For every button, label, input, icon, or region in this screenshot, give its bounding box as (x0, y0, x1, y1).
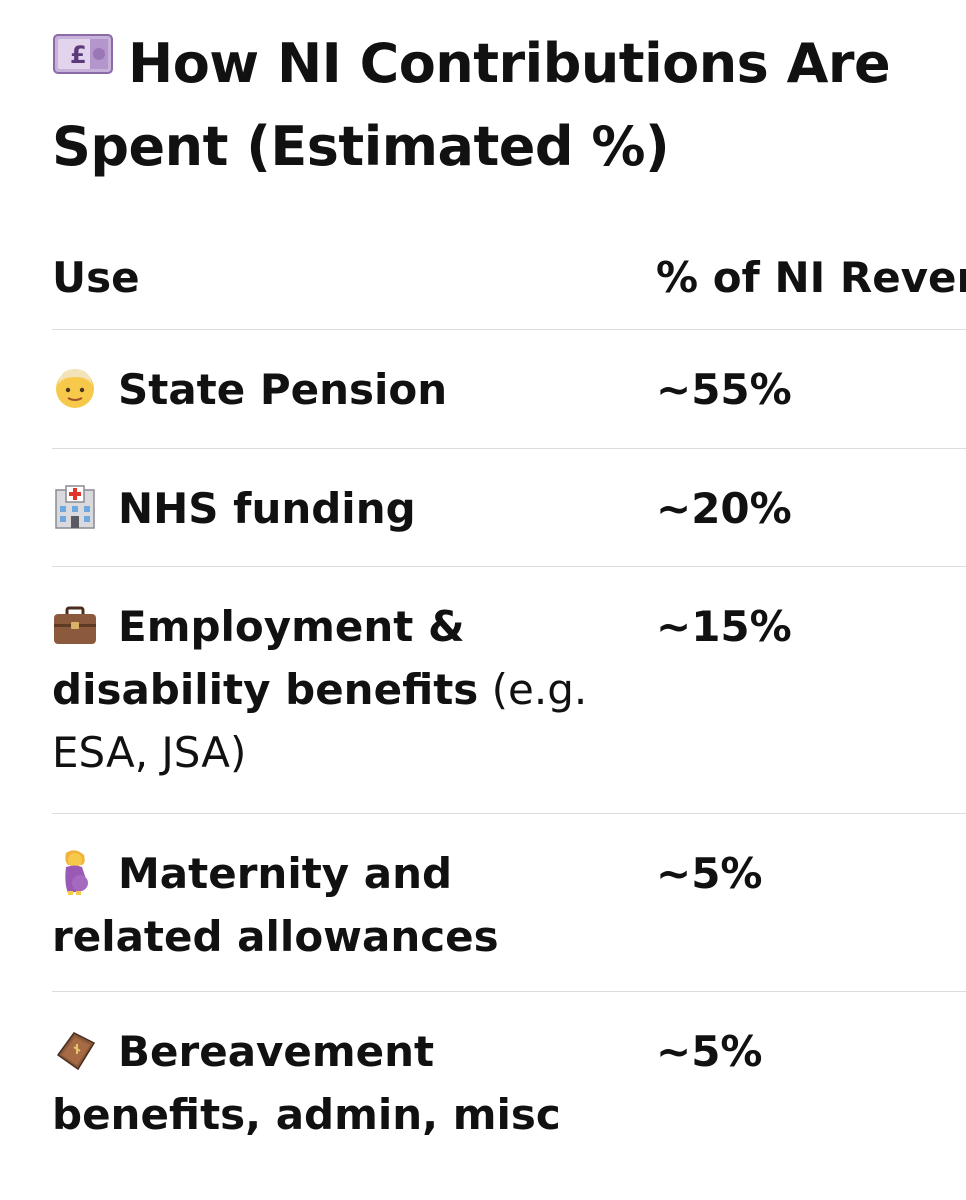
row-label: NHS funding (118, 484, 416, 533)
row-percent: ~15% (656, 602, 792, 651)
row-percent: ~20% (656, 484, 792, 533)
banknote-pound-icon: £ (52, 21, 114, 101)
table-row: Bereavement benefits, admin, misc ~5% (52, 991, 966, 1171)
spending-table: Use % of NI Revenue State Pension ~55% (52, 230, 966, 1171)
table-header-row: Use % of NI Revenue (52, 230, 966, 330)
table-row: State Pension ~55% (52, 330, 966, 448)
row-use-cell: Maternity and related allowances (52, 842, 622, 968)
table-row: Employment & disability benefits (e.g. E… (52, 566, 966, 813)
row-label: Bereavement benefits, admin, misc (52, 1027, 561, 1139)
header-percent: % of NI Revenue (656, 253, 966, 302)
row-note: (e.g. ESA, JSA) (52, 665, 588, 777)
row-use-cell: State Pension (52, 358, 622, 421)
svg-text:£: £ (70, 41, 86, 69)
coffin-icon (52, 1027, 98, 1073)
table-row: Maternity and related allowances ~5% (52, 813, 966, 991)
page-title-text: How NI Contributions Are Spent (Estimate… (52, 32, 891, 179)
row-percent: ~5% (656, 1027, 763, 1076)
hospital-icon (52, 484, 98, 530)
page-title: £ How NI Contributions Are Spent (Estima… (52, 24, 942, 187)
older-person-icon (52, 365, 98, 411)
pregnant-woman-icon (52, 849, 98, 895)
row-use-cell: NHS funding (52, 477, 622, 540)
row-label: State Pension (118, 365, 448, 414)
row-label: Maternity and related allowances (52, 849, 499, 961)
row-percent: ~55% (656, 365, 792, 414)
row-label: Employment & disability benefits (52, 602, 479, 714)
row-percent: ~5% (656, 849, 763, 898)
row-use-cell: Bereavement benefits, admin, misc (52, 1020, 622, 1146)
briefcase-icon (52, 602, 98, 648)
table-row: NHS funding ~20% (52, 448, 966, 566)
header-use: Use (52, 253, 140, 302)
row-use-cell: Employment & disability benefits (e.g. E… (52, 595, 622, 784)
